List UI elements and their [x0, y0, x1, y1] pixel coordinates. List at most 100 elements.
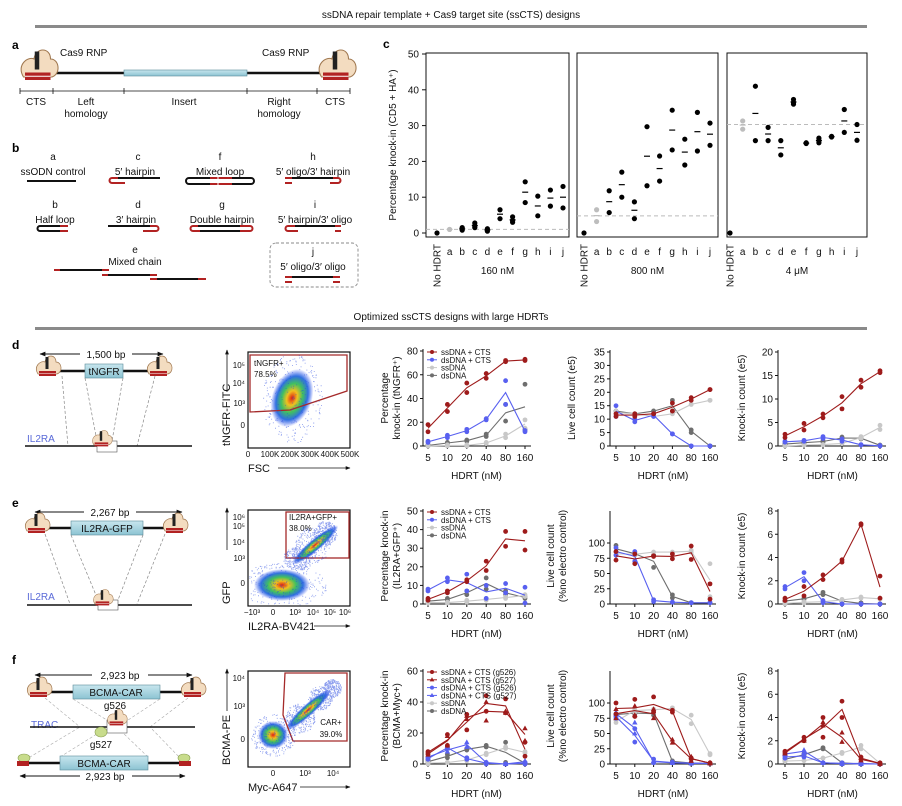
y-tick-label: 20 — [407, 418, 419, 429]
x-tick-label: 10 — [629, 771, 641, 782]
data-point — [707, 120, 713, 126]
y-tick-label: 30 — [594, 361, 606, 372]
y-tick-label: 0 — [599, 442, 605, 453]
data-point — [425, 440, 431, 445]
data-point — [483, 558, 489, 564]
data-point — [801, 738, 807, 744]
data-point — [651, 554, 656, 559]
x-tick-label: 10⁵ — [324, 608, 336, 617]
y-tick-label: 0 — [413, 229, 419, 240]
series-line — [427, 747, 526, 765]
x-tick-label: 40 — [667, 771, 679, 782]
data-point — [425, 761, 431, 767]
data-point — [631, 199, 638, 205]
y-tick-label: 0 — [412, 760, 418, 771]
y-tick-label: 10³ — [233, 554, 245, 563]
series-line — [615, 712, 711, 764]
series-1 — [613, 545, 713, 606]
y-axis-label: Percentage — [380, 372, 391, 424]
data-point — [839, 739, 845, 744]
y-tick-label: 20 — [407, 729, 419, 740]
data-point — [782, 443, 788, 449]
x-tick-label: 10³ — [289, 608, 301, 617]
data-point — [560, 205, 566, 211]
data-point — [613, 403, 619, 409]
category-label: c — [472, 247, 477, 258]
series-line — [616, 389, 711, 416]
data-point — [651, 760, 656, 766]
y-tick-label: 0 — [241, 735, 246, 744]
data-point — [694, 148, 701, 154]
data-point — [483, 761, 489, 767]
y-axis-label: knock-in (tNGFR⁺) — [392, 356, 403, 439]
data-point — [858, 746, 864, 752]
y-tick-label: 0 — [412, 442, 418, 453]
x-tick-label: 80 — [855, 453, 867, 464]
data-point — [503, 543, 508, 549]
data-point — [877, 443, 883, 449]
data-point — [820, 715, 826, 720]
data-point — [688, 721, 694, 727]
data-point — [430, 365, 434, 370]
data-point — [619, 169, 625, 175]
data-point — [594, 218, 600, 225]
y-tick-label: 0 — [767, 442, 773, 453]
data-point — [651, 411, 656, 417]
data-point — [820, 755, 826, 761]
x-tick-label: 10 — [629, 611, 641, 622]
x-tick-label: 40 — [481, 771, 493, 782]
y-tick-label: 20 — [408, 157, 420, 168]
data-point — [445, 600, 450, 606]
data-point — [522, 739, 528, 745]
data-point — [464, 744, 470, 749]
data-point — [445, 743, 450, 748]
data-point — [682, 162, 688, 168]
legend-label: dsDNA — [441, 707, 467, 716]
chart-c-knockin-by-design: 0 10 20 30 40 50 Percentage knock-in (CD5 + HA… — [388, 50, 868, 287]
legend-label: ssDNA + CTS (g526) — [441, 668, 516, 677]
data-point — [425, 429, 431, 435]
y-tick-label: 20 — [407, 562, 419, 573]
middle-section-title: Optimized ssCTS designs with large HDRTs — [354, 312, 549, 323]
data-point — [651, 599, 656, 604]
data-point — [430, 517, 434, 522]
x-tick-label: 5 — [782, 453, 788, 464]
legend-label: ssDNA — [441, 699, 467, 708]
data-point — [430, 357, 434, 362]
data-point — [782, 598, 788, 603]
y-axis-label: Live cell count — [546, 524, 557, 588]
y-tick-label: 50 — [594, 569, 606, 580]
design-d-shape — [108, 225, 160, 232]
data-point — [535, 193, 541, 199]
data-point — [688, 756, 694, 762]
data-point — [650, 706, 657, 712]
y-tick-label: 30 — [407, 544, 419, 555]
legend-label: ssDNA — [441, 524, 467, 533]
x-tick-label: 10⁴ — [327, 769, 340, 778]
data-point — [707, 581, 713, 587]
data-point — [444, 748, 451, 754]
subplot-1: No HDRT a b c d e f g h i j 800 nM — [576, 52, 719, 287]
series-4 — [613, 705, 713, 758]
cas9-rnp-icon — [26, 676, 53, 698]
data-point — [651, 549, 656, 555]
legend-label: ssDNA + CTS (g527) — [441, 676, 516, 685]
data-point — [801, 758, 807, 763]
cas9-rnp-icon — [162, 512, 189, 534]
data-point — [445, 402, 450, 407]
data-point — [464, 571, 470, 577]
y-tick-label: 0 — [241, 421, 246, 430]
series-1 — [613, 703, 713, 766]
data-point — [801, 734, 807, 740]
data-point — [877, 370, 883, 376]
cas9-rnp-icon — [180, 676, 207, 698]
series-0 — [425, 693, 528, 759]
data-point — [445, 443, 450, 449]
data-point — [858, 384, 864, 390]
data-point — [430, 350, 434, 354]
y-tick-label: 10⁶ — [233, 513, 245, 522]
data-point — [694, 109, 701, 115]
data-point — [651, 565, 656, 570]
data-point — [820, 411, 826, 417]
series-line — [784, 708, 881, 764]
